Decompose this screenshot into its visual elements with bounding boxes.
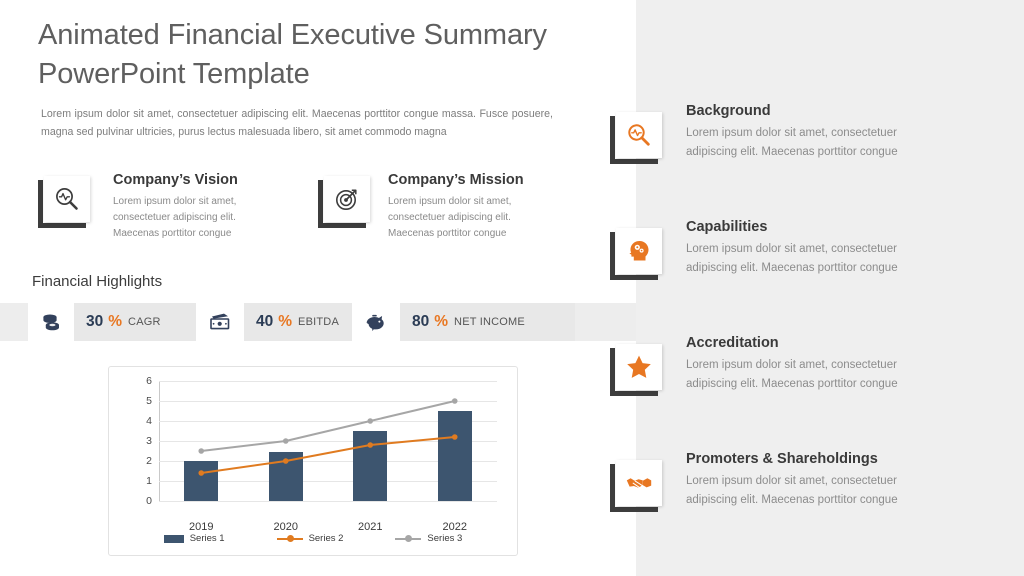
legend-label: Series 2 bbox=[308, 533, 344, 544]
legend-label: Series 1 bbox=[189, 533, 225, 544]
vision-title: Company’s Vision bbox=[113, 172, 238, 188]
chart-legend-item[interactable]: Series 1 bbox=[163, 533, 225, 544]
star-icon bbox=[616, 344, 662, 390]
chart-legend-item[interactable]: Series 3 bbox=[395, 533, 462, 544]
stat-cagr: 30 % CAGR bbox=[74, 303, 196, 341]
chart-lines bbox=[198, 398, 458, 476]
chart-x-tick: 2022 bbox=[442, 521, 467, 533]
chart-plot-area: 0 1 2 3 4 5 6 2019 2020 2021 2022 bbox=[146, 375, 497, 533]
chart-gridline bbox=[159, 441, 497, 442]
stat-unit: % bbox=[434, 313, 449, 330]
magnifier-pulse-icon bbox=[616, 112, 662, 158]
section-accreditation: Accreditation Lorem ipsum dolor sit amet… bbox=[686, 335, 936, 393]
chart-y-tick: 6 bbox=[146, 375, 152, 387]
chart-bar bbox=[437, 411, 472, 501]
chart-gridline bbox=[159, 461, 497, 462]
frame-bracket bbox=[38, 180, 86, 228]
accreditation-icon-frame bbox=[610, 344, 662, 396]
section-text: Lorem ipsum dolor sit amet, consectetuer… bbox=[686, 243, 898, 274]
section-title: Promoters & Shareholdings bbox=[686, 451, 878, 467]
frame-bracket bbox=[610, 348, 658, 396]
chart-gridline bbox=[159, 481, 497, 482]
head-gears-icon bbox=[616, 228, 662, 274]
handshake-icon bbox=[616, 460, 662, 506]
chart-y-tick: 4 bbox=[146, 415, 152, 427]
chart-gridline bbox=[159, 421, 497, 422]
capabilities-icon-frame bbox=[610, 228, 662, 280]
financial-chart[interactable]: 0 1 2 3 4 5 6 2019 2020 2021 2022 Series 1 Series 2… bbox=[108, 366, 518, 556]
frame-bracket bbox=[610, 116, 658, 164]
section-capabilities: Capabilities Lorem ipsum dolor sit amet,… bbox=[686, 219, 936, 277]
legend-swatch bbox=[276, 534, 303, 544]
chart-gridline bbox=[159, 401, 497, 402]
right-panel-background bbox=[636, 0, 1024, 576]
magnifier-pulse-icon bbox=[44, 176, 90, 222]
chart-y-tick: 0 bbox=[146, 495, 152, 507]
coin-stack-icon bbox=[28, 303, 74, 341]
chart-y-tick: 5 bbox=[146, 395, 152, 407]
stat-unit: % bbox=[278, 313, 293, 330]
chart-gridline bbox=[159, 381, 497, 382]
section-title: Capabilities bbox=[686, 219, 768, 235]
mission-title: Company’s Mission bbox=[388, 172, 524, 188]
frame-bracket bbox=[610, 232, 658, 280]
frame-bracket bbox=[318, 180, 366, 228]
chart-y-tick: 3 bbox=[146, 435, 152, 447]
mission-text: Lorem ipsum dolor sit amet, consectetuer… bbox=[388, 196, 512, 240]
financial-highlights-heading: Financial Highlights bbox=[32, 273, 163, 290]
chart-x-tick: 2021 bbox=[358, 521, 383, 533]
stat-label: NET INCOME bbox=[454, 316, 525, 328]
section-text: Lorem ipsum dolor sit amet, consectetuer… bbox=[686, 475, 898, 506]
background-icon-frame bbox=[610, 112, 662, 164]
chart-legend-item[interactable]: Series 2 bbox=[276, 533, 344, 544]
frame-card bbox=[44, 176, 90, 222]
chart-legend: Series 1 Series 2 Series 3 bbox=[109, 533, 517, 544]
vision-icon-frame bbox=[38, 176, 90, 228]
promoters-icon-frame bbox=[610, 460, 662, 512]
stat-value: 40 bbox=[256, 313, 274, 330]
chart-gridline bbox=[159, 501, 497, 502]
legend-label: Series 3 bbox=[427, 533, 463, 544]
banknote-icon bbox=[196, 303, 244, 341]
stat-unit: % bbox=[108, 313, 123, 330]
chart-bar bbox=[184, 461, 219, 501]
section-title: Background bbox=[686, 103, 771, 119]
stat-value: 30 bbox=[86, 313, 104, 330]
stat-value: 80 bbox=[412, 313, 430, 330]
section-promoters: Promoters & Shareholdings Lorem ipsum do… bbox=[686, 451, 936, 509]
chart-y-tick: 1 bbox=[146, 475, 152, 487]
chart-x-tick: 2020 bbox=[273, 521, 298, 533]
legend-swatch bbox=[395, 534, 422, 544]
chart-y-tick: 2 bbox=[146, 455, 152, 467]
stat-label: EBITDA bbox=[298, 316, 339, 328]
stat-net-income: 80 % NET INCOME bbox=[400, 303, 575, 341]
vision-text: Lorem ipsum dolor sit amet, consectetuer… bbox=[113, 196, 237, 240]
left-panel-top bbox=[0, 0, 636, 303]
intro-paragraph: Lorem ipsum dolor sit amet, consectetuer… bbox=[41, 108, 553, 139]
frame-card bbox=[616, 112, 662, 158]
frame-bracket bbox=[610, 464, 658, 512]
section-text: Lorem ipsum dolor sit amet, consectetuer… bbox=[686, 359, 898, 390]
section-background: Background Lorem ipsum dolor sit amet, c… bbox=[686, 103, 936, 161]
mission-icon-frame bbox=[318, 176, 370, 228]
piggy-bank-icon bbox=[352, 303, 400, 341]
stat-label: CAGR bbox=[128, 316, 161, 328]
section-text: Lorem ipsum dolor sit amet, consectetuer… bbox=[686, 127, 898, 158]
target-arrow-icon bbox=[324, 176, 370, 222]
chart-x-tick: 2019 bbox=[189, 521, 214, 533]
section-title: Accreditation bbox=[686, 335, 779, 351]
page-title: Animated Financial Executive Summary Pow… bbox=[38, 19, 547, 91]
legend-swatch bbox=[163, 534, 184, 543]
